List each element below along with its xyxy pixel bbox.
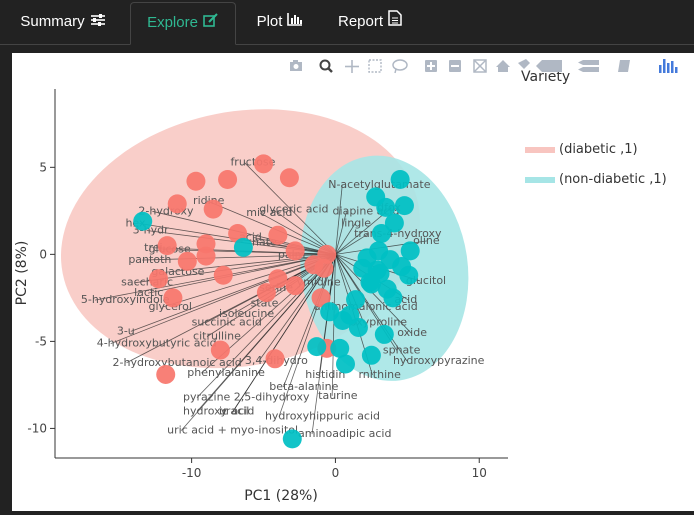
legend-label-non-diabetic: (non-diabetic ,1): [559, 172, 667, 187]
data-point[interactable]: [163, 288, 182, 307]
loading-label: rnithine: [358, 368, 401, 381]
loading-label: phenylalanine: [187, 366, 265, 379]
loading-label: mic acid: [246, 206, 292, 219]
data-point[interactable]: [149, 269, 168, 288]
loading-label: taurine: [318, 389, 358, 402]
zoom-out-icon[interactable]: [449, 60, 461, 72]
tab-summary-label: Summary: [20, 13, 84, 30]
data-point[interactable]: [218, 170, 237, 189]
data-point[interactable]: [197, 247, 216, 266]
data-point[interactable]: [349, 318, 368, 337]
data-point[interactable]: [268, 226, 287, 245]
y-tick-label: 5: [39, 160, 47, 174]
loading-label: hydroxypyrazine: [393, 354, 485, 367]
data-point[interactable]: [214, 266, 233, 285]
toggle-hover-icon[interactable]: [618, 60, 630, 72]
y-tick-label: -5: [35, 334, 47, 348]
data-point[interactable]: [368, 261, 387, 280]
tab-explore-label: Explore: [147, 14, 198, 31]
loading-label: uric acid + myo-inositol: [167, 424, 298, 437]
y-axis-label: PC2 (8%): [14, 241, 30, 306]
sliders-icon: [90, 2, 106, 42]
data-point[interactable]: [178, 252, 197, 271]
data-point[interactable]: [168, 194, 187, 213]
data-point[interactable]: [283, 429, 302, 448]
tab-bar: Summary Explore Plot Report: [0, 0, 694, 45]
data-point[interactable]: [268, 269, 287, 288]
data-point[interactable]: [385, 214, 404, 233]
data-point[interactable]: [133, 212, 152, 231]
x-tick-label: 10: [472, 466, 487, 480]
loading-label: pyrazine 2,5-dihydroxy: [183, 391, 310, 404]
data-point[interactable]: [362, 346, 381, 365]
data-point[interactable]: [156, 365, 175, 384]
data-point[interactable]: [234, 238, 253, 257]
legend-swatch-non-diabetic: [525, 177, 555, 183]
x-tick-label: -10: [182, 466, 202, 480]
loading-label: citrulline: [193, 330, 241, 343]
data-point[interactable]: [375, 325, 394, 344]
tab-report-label: Report: [338, 13, 383, 30]
loading-label: aminoadipic acid: [298, 427, 391, 440]
tab-summary[interactable]: Summary: [11, 2, 115, 42]
tab-report[interactable]: Report: [326, 2, 414, 42]
data-point[interactable]: [266, 349, 285, 368]
bar-chart-icon: [287, 2, 303, 42]
loading-label: succinic acid: [192, 316, 262, 329]
data-point[interactable]: [211, 341, 230, 360]
legend-swatch-diabetic: [525, 147, 555, 153]
data-point[interactable]: [307, 337, 326, 356]
tab-plot-label: Plot: [257, 13, 283, 30]
edit-icon: [203, 3, 219, 43]
y-tick-label: -10: [27, 421, 47, 435]
loading-label: hydroxyhippuric acid: [265, 410, 380, 423]
data-point[interactable]: [314, 259, 333, 278]
zoom-in-icon[interactable]: [425, 60, 437, 72]
data-point[interactable]: [383, 288, 402, 307]
loading-label: uracil: [219, 404, 249, 417]
legend-label-diabetic: (diabetic ,1): [559, 142, 638, 157]
loading-label: oxide: [397, 326, 427, 339]
data-point[interactable]: [320, 302, 339, 321]
data-point[interactable]: [399, 266, 418, 285]
data-point[interactable]: [391, 170, 410, 189]
document-icon: [388, 2, 402, 42]
data-point[interactable]: [254, 154, 273, 173]
tab-plot[interactable]: Plot: [240, 2, 320, 42]
loading-label: 3-u: [117, 324, 135, 337]
data-point[interactable]: [395, 196, 414, 215]
data-point[interactable]: [280, 168, 299, 187]
loading-label: pantoth: [128, 253, 171, 266]
data-point[interactable]: [186, 172, 205, 191]
data-point[interactable]: [204, 200, 223, 219]
data-point[interactable]: [336, 355, 355, 374]
y-tick-label: 0: [39, 247, 47, 261]
data-point[interactable]: [158, 236, 177, 255]
x-axis-label: PC1 (28%): [244, 488, 318, 504]
data-point[interactable]: [286, 241, 305, 260]
tab-explore[interactable]: Explore: [130, 2, 236, 45]
data-point[interactable]: [286, 276, 305, 295]
x-tick-label: 0: [332, 466, 340, 480]
